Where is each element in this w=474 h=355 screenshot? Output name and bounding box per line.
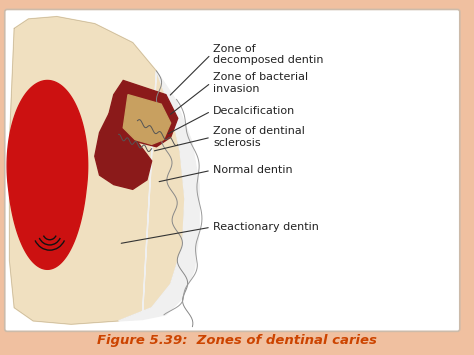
Text: Reactionary dentin: Reactionary dentin: [213, 222, 319, 232]
Polygon shape: [118, 71, 199, 321]
Text: Normal dentin: Normal dentin: [213, 165, 293, 175]
Polygon shape: [95, 114, 152, 189]
Polygon shape: [7, 81, 88, 269]
FancyBboxPatch shape: [5, 10, 460, 331]
Text: Zone of bacterial
invasion: Zone of bacterial invasion: [213, 72, 309, 94]
Text: Figure 5.39:  Zones of dentinal caries: Figure 5.39: Zones of dentinal caries: [97, 334, 377, 347]
Polygon shape: [123, 95, 171, 144]
Text: Decalcification: Decalcification: [213, 106, 296, 116]
Text: Zone of dentinal
sclerosis: Zone of dentinal sclerosis: [213, 126, 305, 148]
Polygon shape: [109, 81, 178, 147]
Text: Zone of
decomposed dentin: Zone of decomposed dentin: [213, 44, 324, 65]
Polygon shape: [9, 17, 185, 324]
